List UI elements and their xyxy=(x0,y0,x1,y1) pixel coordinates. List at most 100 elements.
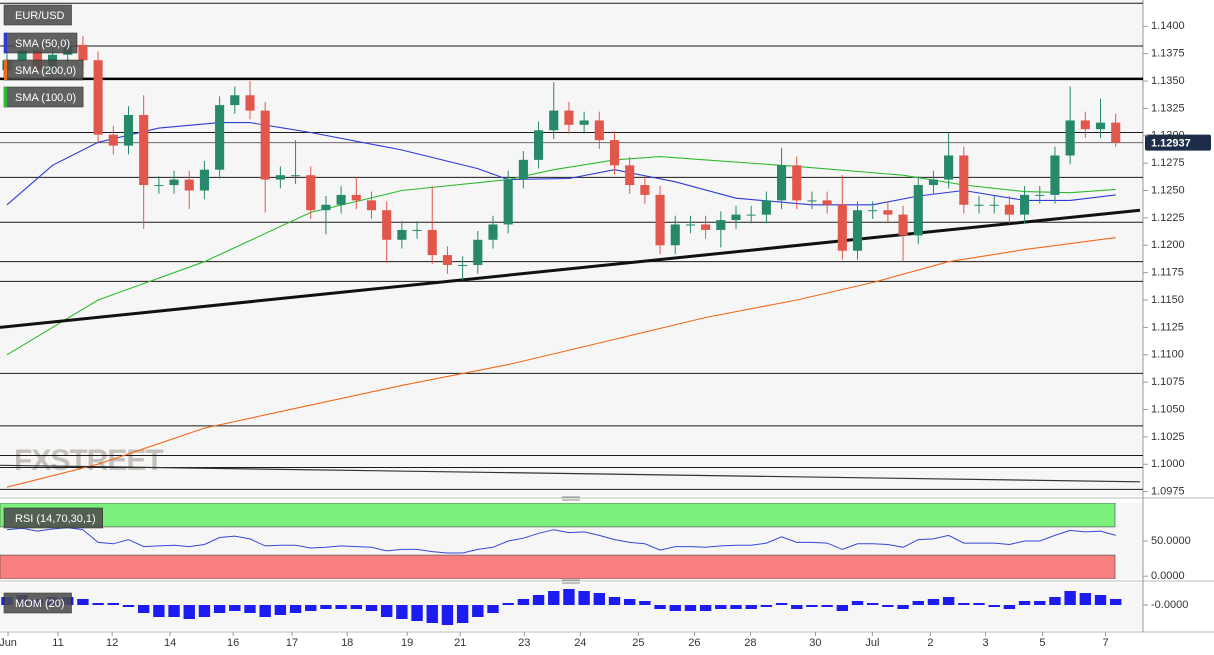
legend-label: SMA (200,0) xyxy=(15,65,76,77)
mom-bar xyxy=(244,605,256,613)
mom-bar xyxy=(836,605,849,611)
candle-body xyxy=(731,214,741,221)
mom-bar xyxy=(122,605,135,607)
candle-body xyxy=(1004,204,1014,215)
mom-bar xyxy=(973,603,985,605)
candle-body xyxy=(716,220,726,230)
mom-bar xyxy=(1094,595,1107,605)
mom-bar xyxy=(335,605,347,609)
x-tick-label: 26 xyxy=(688,637,700,649)
mom-bar xyxy=(502,603,514,605)
mom-bar xyxy=(365,605,378,611)
candle-body xyxy=(139,114,149,186)
legend-swatch xyxy=(4,60,7,80)
y-tick-label: 1.1175 xyxy=(1151,267,1184,279)
candle-body xyxy=(199,169,209,191)
mom-bar xyxy=(958,603,970,605)
x-tick-label: 17 xyxy=(286,637,298,649)
mom-bar xyxy=(350,605,363,609)
x-tick-label: 18 xyxy=(341,637,353,649)
legend-box[interactable] xyxy=(3,4,72,26)
mom-bar xyxy=(897,605,909,609)
mom-bar xyxy=(1018,601,1031,605)
mom-bar xyxy=(1034,601,1046,605)
candle-body xyxy=(245,95,255,111)
candle-body xyxy=(169,179,179,186)
candle-body xyxy=(1111,122,1121,143)
mom-bar xyxy=(213,605,226,613)
y-tick-label: 1.1350 xyxy=(1151,75,1185,87)
mom-bar xyxy=(927,599,940,605)
legend: EUR/USD SMA (50,0) SMA (200,0) SMA (100,0) R… xyxy=(3,4,104,614)
mom-bar xyxy=(198,605,211,617)
candle-body xyxy=(701,224,711,230)
candle-body xyxy=(184,179,194,191)
x-tick-label: 7 xyxy=(1102,637,1108,649)
x-tick-label: 14 xyxy=(164,637,176,649)
candle-body xyxy=(852,210,863,251)
mom-bar xyxy=(229,605,241,611)
legend-box[interactable] xyxy=(3,507,104,529)
x-tick-label: 30 xyxy=(809,637,821,649)
mom-bar xyxy=(305,605,317,611)
candle-body xyxy=(549,110,559,131)
candle-body xyxy=(230,95,240,106)
candle-body xyxy=(609,140,620,166)
y-tick-label: 1.1075 xyxy=(1151,376,1185,388)
price-panel xyxy=(0,0,1143,496)
candle-body xyxy=(989,204,999,206)
rsi-plot xyxy=(0,503,1116,579)
y-tick-label: 1.1200 xyxy=(1151,239,1185,251)
legend-swatch xyxy=(4,87,7,107)
candle-body xyxy=(640,185,650,195)
mom-bar xyxy=(851,601,864,605)
legend-box[interactable] xyxy=(3,592,72,614)
mom-bar xyxy=(168,605,180,617)
oversold-band xyxy=(0,554,1116,579)
candle-body xyxy=(154,185,164,187)
candle-body xyxy=(1080,120,1090,130)
candle-body xyxy=(913,185,923,236)
mom-bar xyxy=(380,605,393,617)
legend-label: SMA (100,0) xyxy=(15,92,76,104)
mom-bar xyxy=(517,599,530,605)
x-tick-label: 25 xyxy=(632,637,644,649)
mom-bar xyxy=(487,605,499,613)
watermark: FXSTREET xyxy=(14,444,163,477)
mom-bar xyxy=(988,605,1000,607)
sma-line xyxy=(6,156,1116,356)
x-tick-label: 5 xyxy=(1039,637,1045,649)
mom-bar xyxy=(137,605,150,613)
candle-body xyxy=(761,200,771,215)
x-tick-label: Jun xyxy=(0,637,17,649)
candle-body xyxy=(564,110,574,125)
y-tick-label: 50.0000 xyxy=(1151,535,1191,547)
candle-body xyxy=(366,200,377,211)
mom-bar xyxy=(1049,597,1061,605)
mom-bar xyxy=(593,593,606,605)
mom-bar xyxy=(472,605,484,617)
candle-body xyxy=(503,179,513,225)
x-tick-label: 24 xyxy=(574,637,586,649)
candle-body xyxy=(625,165,635,186)
price-tag-label: 1.12937 xyxy=(1151,138,1191,150)
candle-body xyxy=(1035,194,1045,196)
mom-bar xyxy=(760,605,773,607)
legend-label: EUR/USD xyxy=(15,10,65,22)
mom-bar xyxy=(608,597,621,605)
resize-grip[interactable] xyxy=(562,496,580,584)
mom-bar xyxy=(183,605,195,619)
candle-body xyxy=(868,210,878,212)
mom-bar xyxy=(684,605,697,611)
x-tick-label: 21 xyxy=(454,637,466,649)
trend-line xyxy=(0,208,1141,329)
mom-bar xyxy=(153,605,165,617)
y-tick-label: 1.1000 xyxy=(1151,458,1185,470)
x-tick-label: 23 xyxy=(518,637,530,649)
mom-bar xyxy=(274,605,287,615)
candle-body xyxy=(898,214,908,236)
candle-body xyxy=(777,165,787,201)
mom-bar xyxy=(942,597,955,605)
y-tick-label: 1.1100 xyxy=(1151,349,1184,361)
y-tick-label: 1.1275 xyxy=(1151,157,1185,169)
